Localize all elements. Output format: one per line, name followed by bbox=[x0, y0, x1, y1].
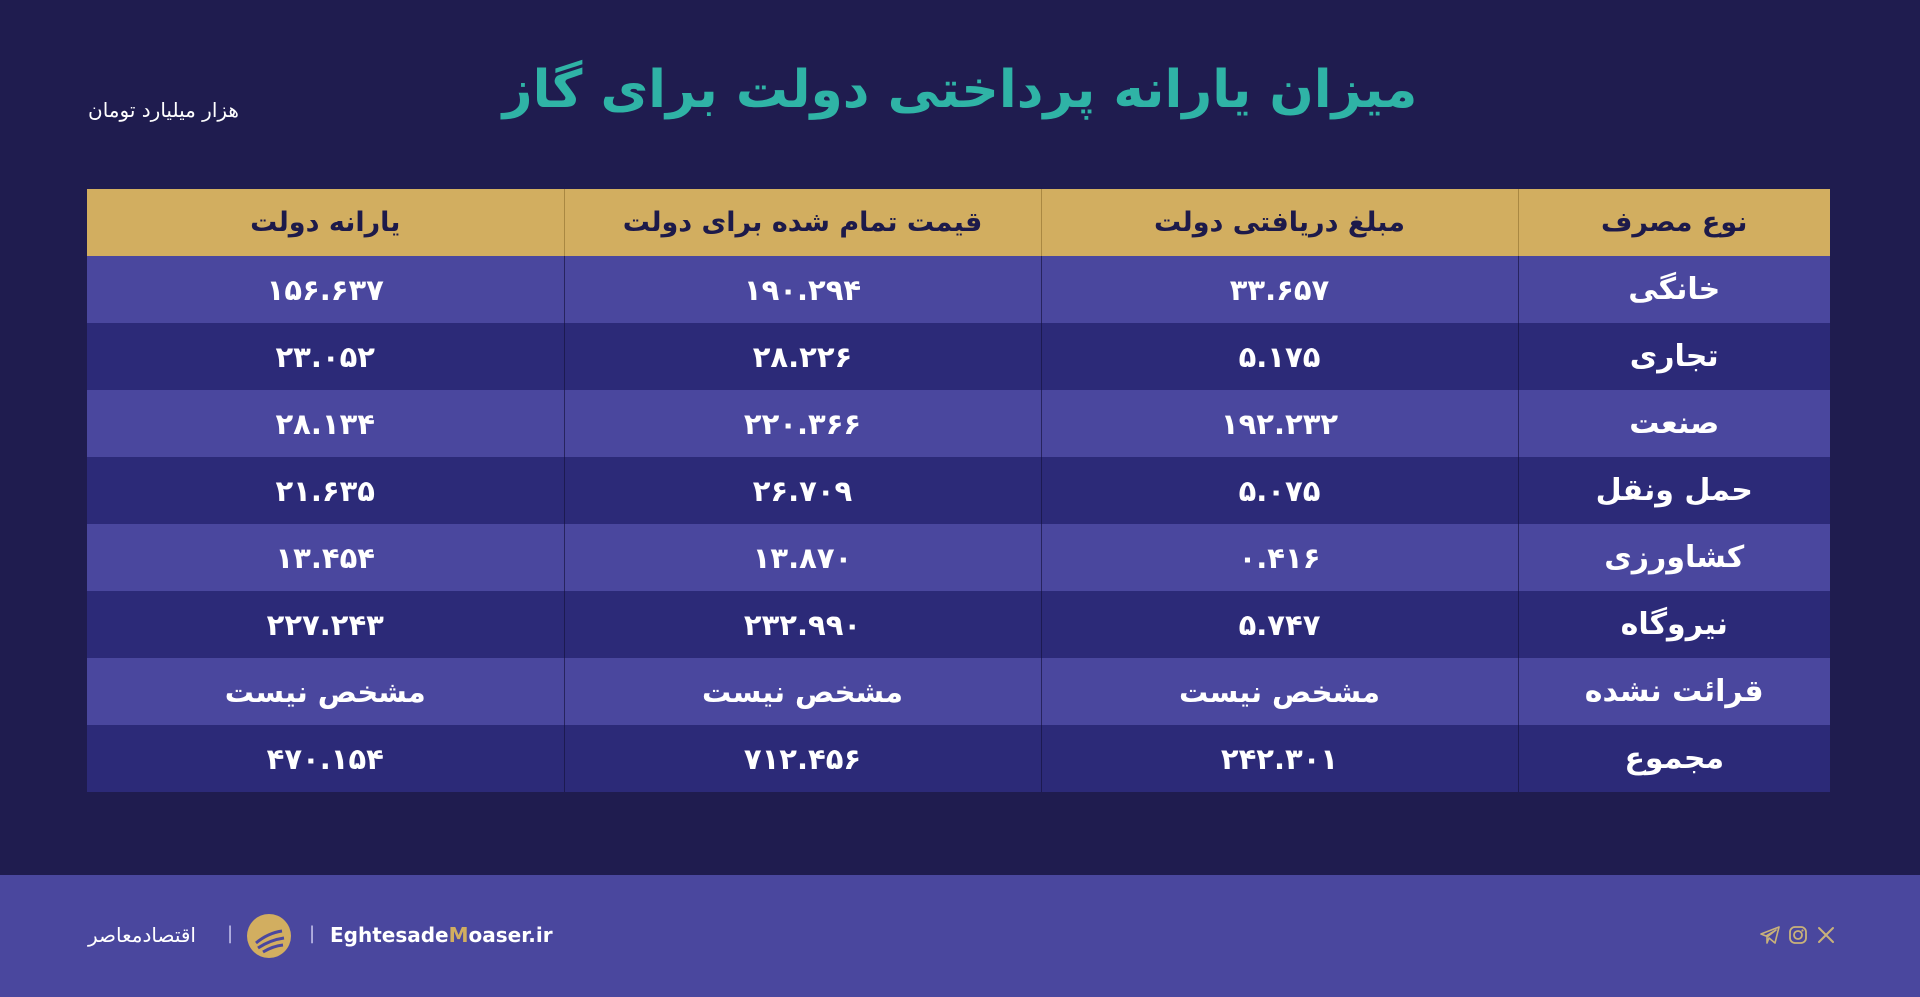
value-cell: ۱۹۰.۲۹۴ bbox=[563, 256, 1041, 323]
value-cell: ۷۱۲.۴۵۶ bbox=[563, 725, 1041, 792]
site-prefix: Eghtesade bbox=[330, 923, 449, 947]
value-cell: ۲۳۲.۹۹۰ bbox=[563, 591, 1041, 658]
column-header: یارانه دولت bbox=[87, 189, 564, 256]
column-header: قیمت تمام شده برای دولت bbox=[563, 189, 1041, 256]
value-cell: ۱۹۲.۲۳۲ bbox=[1040, 390, 1518, 457]
value-cell: ۲۸.۱۳۴ bbox=[87, 390, 564, 457]
value-cell: ۵.۱۷۵ bbox=[1040, 323, 1518, 390]
value-cell: مشخص نیست bbox=[563, 658, 1041, 725]
page-title: میزان یارانه پرداختی دولت برای گاز bbox=[502, 60, 1418, 120]
value-cell: ۲۶.۷۰۹ bbox=[563, 457, 1041, 524]
table-row: نیروگاه ۵.۷۴۷ ۲۳۲.۹۹۰ ۲۲۷.۲۴۳ bbox=[87, 591, 1830, 658]
brand-name-fa: اقتصادمعاصر bbox=[88, 923, 196, 947]
column-header: نوع مصرف bbox=[1517, 189, 1830, 256]
infographic-panel: میزان یارانه پرداختی دولت برای گاز هزار … bbox=[87, 60, 1830, 792]
subsidy-table: نوع مصرف مبلغ دریافتی دولت قیمت تمام شده… bbox=[87, 189, 1830, 792]
category-cell: حمل ونقل bbox=[1517, 457, 1830, 524]
value-cell: ۴۷۰.۱۵۴ bbox=[87, 725, 564, 792]
brand-logo-icon bbox=[247, 914, 291, 958]
value-cell: ۱۳.۴۵۴ bbox=[87, 524, 564, 591]
table-row: خانگی ۳۳.۶۵۷ ۱۹۰.۲۹۴ ۱۵۶.۶۳۷ bbox=[87, 256, 1830, 323]
value-cell: ۱۵۶.۶۳۷ bbox=[87, 256, 564, 323]
category-cell: قرائت نشده bbox=[1517, 658, 1830, 725]
value-cell: مشخص نیست bbox=[1040, 658, 1518, 725]
value-cell: ۵.۷۴۷ bbox=[1040, 591, 1518, 658]
instagram-icon[interactable] bbox=[1787, 924, 1809, 946]
category-cell: نیروگاه bbox=[1517, 591, 1830, 658]
value-cell: ۲۳.۰۵۲ bbox=[87, 323, 564, 390]
value-cell: مشخص نیست bbox=[87, 658, 564, 725]
value-cell: ۲۲۷.۲۴۳ bbox=[87, 591, 564, 658]
value-cell: ۰.۴۱۶ bbox=[1040, 524, 1518, 591]
table-row: تجاری ۵.۱۷۵ ۲۸.۲۲۶ ۲۳.۰۵۲ bbox=[87, 323, 1830, 390]
unit-label: هزار میلیارد تومان bbox=[88, 98, 239, 122]
website-link[interactable]: EghtesadeMoaser.ir bbox=[330, 923, 553, 947]
value-cell: ۱۳.۸۷۰ bbox=[563, 524, 1041, 591]
category-cell: خانگی bbox=[1517, 256, 1830, 323]
separator: | bbox=[309, 923, 316, 944]
value-cell: ۲۱.۶۳۵ bbox=[87, 457, 564, 524]
category-cell: مجموع bbox=[1517, 725, 1830, 792]
table-row: صنعت ۱۹۲.۲۳۲ ۲۲۰.۳۶۶ ۲۸.۱۳۴ bbox=[87, 390, 1830, 457]
value-cell: ۲۸.۲۲۶ bbox=[563, 323, 1041, 390]
site-accent: M bbox=[448, 923, 469, 947]
table-row: حمل ونقل ۵.۰۷۵ ۲۶.۷۰۹ ۲۱.۶۳۵ bbox=[87, 457, 1830, 524]
category-cell: تجاری bbox=[1517, 323, 1830, 390]
value-cell: ۲۲۰.۳۶۶ bbox=[563, 390, 1041, 457]
telegram-icon[interactable] bbox=[1759, 924, 1781, 946]
table-row: کشاورزی ۰.۴۱۶ ۱۳.۸۷۰ ۱۳.۴۵۴ bbox=[87, 524, 1830, 591]
separator: | bbox=[227, 923, 234, 944]
value-cell: ۳۳.۶۵۷ bbox=[1040, 256, 1518, 323]
category-cell: صنعت bbox=[1517, 390, 1830, 457]
column-header: مبلغ دریافتی دولت bbox=[1040, 189, 1518, 256]
table-row: قرائت نشده مشخص نیست مشخص نیست مشخص نیست bbox=[87, 658, 1830, 725]
table-row-total: مجموع ۲۴۲.۳۰۱ ۷۱۲.۴۵۶ ۴۷۰.۱۵۴ bbox=[87, 725, 1830, 792]
site-suffix: oaser.ir bbox=[468, 923, 553, 947]
social-links bbox=[1759, 924, 1837, 946]
value-cell: ۲۴۲.۳۰۱ bbox=[1040, 725, 1518, 792]
x-icon[interactable] bbox=[1815, 924, 1837, 946]
category-cell: کشاورزی bbox=[1517, 524, 1830, 591]
value-cell: ۵.۰۷۵ bbox=[1040, 457, 1518, 524]
table-header-row: نوع مصرف مبلغ دریافتی دولت قیمت تمام شده… bbox=[87, 189, 1830, 256]
footer-bar: اقتصادمعاصر | | EghtesadeMoaser.ir bbox=[0, 875, 1920, 997]
